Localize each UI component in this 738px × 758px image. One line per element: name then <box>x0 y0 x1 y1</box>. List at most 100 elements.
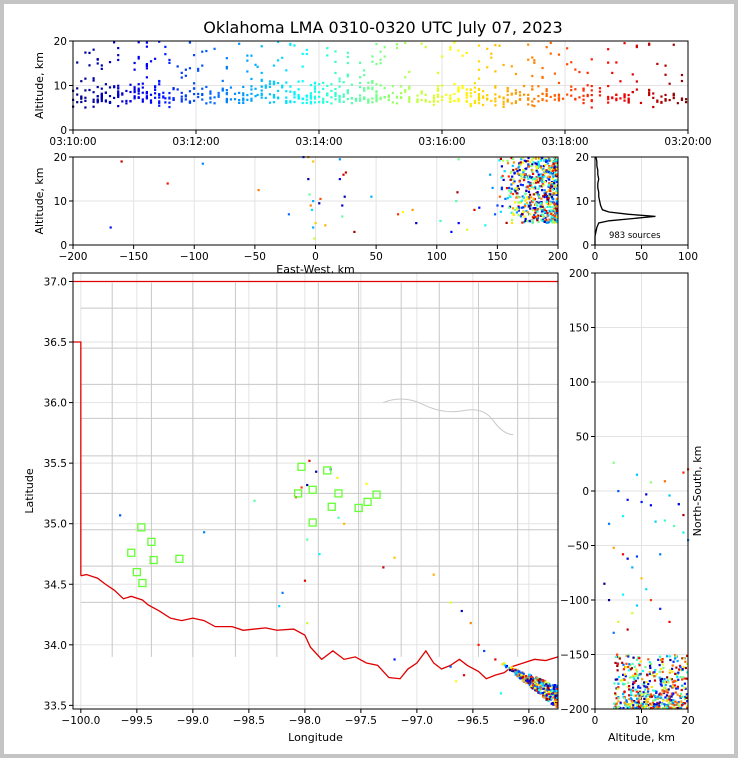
source-point <box>250 85 253 88</box>
source-point <box>441 55 444 58</box>
source-point <box>489 173 492 176</box>
source-point <box>651 701 655 704</box>
source-point <box>76 61 79 64</box>
source-point <box>525 175 528 179</box>
source-point <box>306 483 309 487</box>
source-point <box>554 692 557 695</box>
source-point <box>326 93 329 96</box>
source-point <box>614 693 618 696</box>
source-point <box>539 692 542 695</box>
source-point <box>566 47 569 50</box>
source-point <box>628 697 631 701</box>
source-point <box>225 91 228 95</box>
source-point <box>225 67 228 70</box>
source-point <box>555 705 558 708</box>
source-point <box>679 692 683 695</box>
source-point <box>674 655 678 658</box>
source-point <box>272 64 276 67</box>
source-point <box>639 706 643 710</box>
source-point <box>383 55 386 58</box>
source-point <box>627 665 630 669</box>
x-tick-label: −100.0 <box>61 715 100 727</box>
source-point <box>550 209 553 212</box>
source-point <box>318 91 321 94</box>
y-tick-label: 20 <box>576 152 589 164</box>
source-point <box>408 85 411 88</box>
source-point <box>209 96 212 99</box>
source-point <box>365 482 368 485</box>
figure-title: Oklahoma LMA 0310-0320 UTC July 07, 2023 <box>203 18 562 37</box>
source-point <box>242 94 245 97</box>
station-marker <box>334 489 343 498</box>
source-point <box>387 98 390 102</box>
source-point <box>363 97 366 101</box>
source-point <box>611 96 614 99</box>
x-tick-label: 50 <box>635 251 648 263</box>
source-point <box>543 682 546 685</box>
source-point <box>616 706 619 710</box>
source-point <box>346 55 349 59</box>
source-point <box>509 190 512 193</box>
state-border-line <box>73 341 82 576</box>
source-point <box>511 192 515 196</box>
source-point <box>501 174 504 178</box>
source-point <box>432 103 435 106</box>
source-point <box>590 84 593 88</box>
source-point <box>293 91 296 94</box>
source-point <box>555 214 558 218</box>
source-point <box>121 92 124 95</box>
source-point <box>541 692 544 695</box>
source-point <box>549 205 552 209</box>
source-point <box>607 84 610 88</box>
source-point <box>530 185 533 189</box>
source-point <box>548 178 551 181</box>
source-point <box>424 100 427 103</box>
source-point <box>531 85 534 88</box>
source-point <box>242 92 245 95</box>
source-point <box>667 688 670 691</box>
plot-area <box>73 273 558 709</box>
source-point <box>546 682 550 685</box>
source-point <box>548 682 551 686</box>
source-point <box>612 631 615 634</box>
source-point <box>552 167 555 170</box>
source-point <box>627 681 630 684</box>
source-point <box>522 179 526 182</box>
source-point <box>552 160 556 163</box>
source-point <box>514 201 517 204</box>
source-point <box>506 100 509 103</box>
source-point <box>555 689 558 693</box>
source-point <box>507 189 511 192</box>
source-point <box>536 219 539 222</box>
source-point <box>540 176 543 179</box>
source-point <box>436 93 440 96</box>
source-point <box>529 196 533 199</box>
source-point <box>607 48 610 51</box>
source-point <box>653 675 656 678</box>
source-point <box>631 90 634 94</box>
source-point <box>551 185 554 188</box>
source-point <box>627 99 630 102</box>
source-point <box>306 622 309 625</box>
source-point <box>125 102 128 105</box>
source-point <box>540 197 543 200</box>
plot-frame <box>72 40 689 131</box>
source-point <box>246 94 249 97</box>
source-point <box>543 175 546 178</box>
source-point <box>586 71 589 74</box>
source-point <box>457 49 460 52</box>
source-point <box>192 99 196 102</box>
source-point <box>668 655 671 658</box>
source-point <box>338 80 341 83</box>
source-point <box>534 211 537 214</box>
source-point <box>544 216 547 220</box>
source-point <box>209 92 212 95</box>
source-point <box>636 677 640 680</box>
source-point <box>483 649 486 653</box>
source-point <box>660 101 663 104</box>
source-point <box>449 97 452 101</box>
source-point <box>511 164 514 167</box>
source-point <box>627 703 631 706</box>
station-marker <box>138 578 147 588</box>
source-point <box>517 166 520 169</box>
